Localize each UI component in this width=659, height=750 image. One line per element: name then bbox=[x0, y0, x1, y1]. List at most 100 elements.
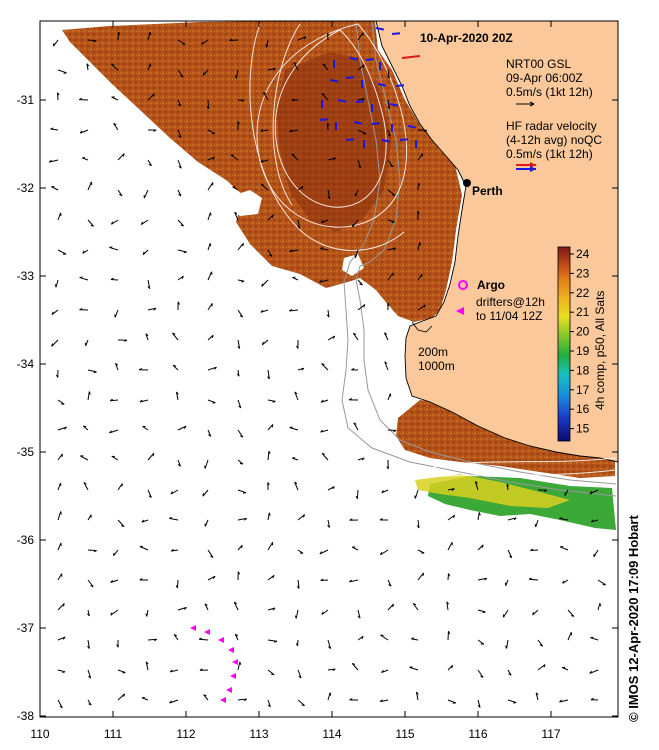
gsl-vector bbox=[590, 637, 599, 641]
gsl-vector bbox=[357, 64, 365, 71]
gsl-vector bbox=[381, 669, 389, 674]
gsl-vector bbox=[321, 219, 329, 224]
x-tick-label: 114 bbox=[322, 727, 341, 741]
gsl-vector bbox=[387, 159, 394, 167]
gsl-vector-head bbox=[233, 601, 237, 605]
gsl-vector bbox=[237, 517, 247, 521]
gsl-vector-head bbox=[453, 514, 456, 519]
gsl-vector bbox=[145, 333, 149, 341]
gsl-vector bbox=[321, 609, 329, 615]
gsl-vector bbox=[202, 69, 209, 76]
gsl-vector bbox=[57, 573, 63, 581]
gsl-vector-head bbox=[140, 221, 144, 225]
gsl-vector-head bbox=[388, 584, 392, 587]
coastline-detail bbox=[411, 321, 433, 333]
gsl-vector-head bbox=[321, 93, 325, 95]
sst-yellow-patch bbox=[415, 474, 570, 508]
gsl-vector-head bbox=[79, 97, 83, 101]
gsl-vector-head bbox=[139, 578, 143, 581]
gsl-vector bbox=[537, 639, 544, 647]
radar-vector bbox=[399, 138, 409, 141]
gsl-vector bbox=[353, 422, 359, 431]
gsl-vector bbox=[357, 635, 364, 641]
gsl-vector bbox=[355, 249, 359, 259]
gsl-vector bbox=[387, 189, 396, 196]
gsl-vector bbox=[177, 189, 182, 197]
gsl-vector bbox=[172, 332, 179, 341]
gsl-vector bbox=[117, 483, 123, 491]
gsl-vector bbox=[113, 549, 119, 557]
gsl-vector bbox=[597, 579, 606, 586]
radar-vector bbox=[345, 138, 355, 141]
gsl-vector-head bbox=[177, 463, 181, 467]
gsl-vector-head bbox=[82, 250, 85, 254]
gsl-vector-head bbox=[354, 254, 356, 258]
radar-vector bbox=[345, 76, 355, 79]
gsl-vector-head bbox=[268, 512, 271, 516]
gsl-vector bbox=[414, 489, 419, 499]
gsl-vector-head bbox=[391, 221, 395, 223]
gsl-vector-head bbox=[321, 452, 325, 455]
gsl-vector bbox=[357, 32, 364, 41]
gsl-vector-head bbox=[122, 153, 125, 157]
gsl-vector-head bbox=[348, 398, 353, 401]
gsl-vector bbox=[145, 661, 149, 671]
gsl-vector-head bbox=[263, 91, 267, 95]
x-tick-label: 117 bbox=[541, 727, 560, 741]
gsl-vector bbox=[507, 699, 517, 703]
colorbar-tick-label: 23 bbox=[576, 266, 590, 280]
gsl-vector-head bbox=[327, 196, 331, 200]
gsl-vector-head bbox=[321, 363, 325, 366]
gsl-vector-head bbox=[261, 341, 264, 345]
gsl-vector-head bbox=[118, 31, 121, 35]
gsl-vector-head bbox=[153, 638, 158, 642]
gsl-vector-head bbox=[448, 630, 451, 635]
gsl-vector-head bbox=[318, 279, 322, 283]
gsl-vector bbox=[295, 609, 299, 619]
x-tick-label: 111 bbox=[104, 727, 123, 741]
gsl-vector bbox=[260, 183, 269, 191]
gsl-vector-head bbox=[210, 555, 214, 558]
gsl-vector-head bbox=[50, 127, 54, 130]
gsl-vector-head bbox=[145, 613, 148, 617]
gsl-vector bbox=[57, 249, 67, 255]
gsl-vector bbox=[532, 609, 539, 616]
gsl-vector bbox=[559, 699, 569, 703]
gsl-vector-head bbox=[235, 633, 239, 637]
gsl-vector bbox=[356, 489, 359, 499]
gsl-vector bbox=[83, 482, 89, 491]
gsl-vector-head bbox=[379, 518, 383, 521]
y-tick-label: -38 bbox=[17, 709, 35, 723]
gsl-vector bbox=[535, 692, 539, 701]
gsl-vector-head bbox=[269, 254, 273, 257]
gsl-vector-head bbox=[416, 691, 419, 695]
gsl-vector-head bbox=[291, 98, 295, 101]
plot-frame bbox=[39, 20, 619, 718]
legend-gsl-line1: NRT00 GSL bbox=[506, 57, 571, 71]
gsl-vector bbox=[176, 579, 179, 589]
gsl-vector-head bbox=[212, 156, 215, 160]
gsl-vector-head bbox=[178, 135, 182, 139]
gsl-vector-head bbox=[88, 675, 92, 679]
gsl-vector-head bbox=[508, 673, 512, 676]
gsl-vector bbox=[267, 399, 276, 402]
legend-argo-label: Argo bbox=[477, 278, 505, 292]
gsl-vector bbox=[80, 455, 89, 461]
gsl-vector bbox=[57, 482, 61, 491]
colorbar-tick-label: 20 bbox=[576, 325, 590, 339]
gsl-vector bbox=[139, 546, 149, 551]
gsl-vector bbox=[261, 279, 269, 287]
gsl-vector bbox=[117, 693, 125, 701]
radar-vector bbox=[407, 125, 417, 129]
gsl-vector bbox=[446, 601, 449, 611]
gsl-vector bbox=[267, 249, 273, 257]
gsl-vector bbox=[147, 489, 152, 498]
gsl-vector-head bbox=[362, 64, 365, 68]
gsl-vector bbox=[57, 69, 67, 74]
gsl-vector bbox=[477, 577, 487, 581]
y-tick-label: -35 bbox=[17, 445, 35, 459]
gsl-vector bbox=[235, 69, 239, 79]
gsl-vector bbox=[49, 159, 59, 163]
x-tick-label: 110 bbox=[30, 727, 49, 741]
